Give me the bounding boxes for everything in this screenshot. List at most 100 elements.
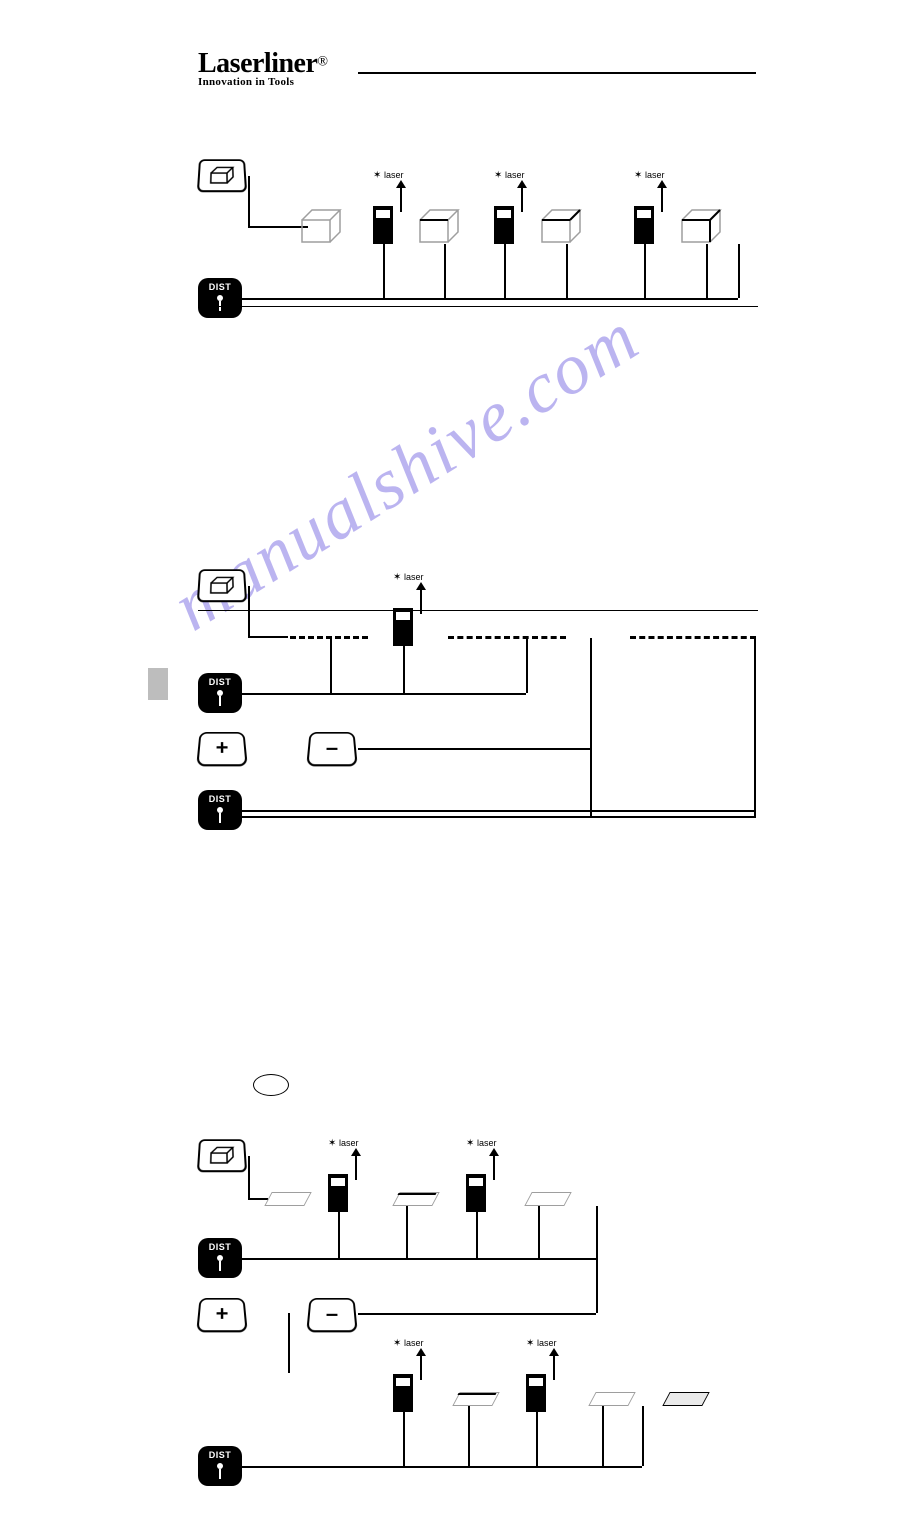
area-edge-dark <box>457 1393 496 1395</box>
minus-key[interactable]: – <box>306 1298 358 1332</box>
device-icon <box>393 1374 413 1412</box>
connector <box>248 586 250 636</box>
laser-star-icon: ✶ <box>494 170 502 181</box>
device-icon <box>466 1174 486 1212</box>
laser-label: laser <box>404 1338 424 1348</box>
laser-star-icon: ✶ <box>393 572 401 583</box>
connector <box>644 244 646 298</box>
dist-key[interactable]: DIST <box>198 673 242 713</box>
device-icon <box>526 1374 546 1412</box>
plus-key[interactable]: + <box>196 1298 248 1332</box>
connector <box>248 1156 250 1198</box>
plus-key[interactable]: + <box>196 732 248 766</box>
laser-star-icon: ✶ <box>393 1338 401 1349</box>
connector <box>590 638 592 818</box>
connector <box>330 638 332 693</box>
cube-mode-key[interactable] <box>197 159 247 192</box>
connector <box>706 244 708 298</box>
laser-label: laser <box>505 170 525 180</box>
flow-rail <box>242 1466 642 1468</box>
section-add-subtract-volume: ✶ laser DIST + – DIST <box>198 568 758 838</box>
brand-block: Laserliner® Innovation in Tools <box>198 48 758 88</box>
area-outline-dark <box>662 1392 709 1406</box>
laser-label: laser <box>645 170 665 180</box>
device-icon <box>494 206 514 244</box>
section-volume-sequence: ✶ laser ✶ laser ✶ laser DIST <box>198 158 758 348</box>
laser-label: laser <box>477 1138 497 1148</box>
cube-icon <box>209 1146 236 1165</box>
laser-label: laser <box>339 1138 359 1148</box>
cube-icon <box>209 576 236 595</box>
connector <box>754 638 756 818</box>
connector <box>602 1406 604 1466</box>
connector <box>476 1212 478 1258</box>
section-area-sequence: ✶ laser ✶ laser DIST + – ✶ laser ✶ laser <box>198 1138 758 1538</box>
flow-rail <box>242 298 738 300</box>
dist-key[interactable]: DIST <box>198 1238 242 1278</box>
connector <box>444 244 446 298</box>
laser-arrow-icon <box>396 180 406 212</box>
connector <box>526 638 528 693</box>
laser-arrow-icon <box>416 1348 426 1380</box>
connector <box>468 1406 470 1466</box>
laser-arrow-icon <box>489 1148 499 1180</box>
area-outline <box>264 1192 311 1206</box>
device-icon <box>393 608 413 646</box>
device-icon <box>373 206 393 244</box>
cube-outline <box>538 206 588 246</box>
connector <box>642 1406 644 1466</box>
flow-rail <box>242 1258 598 1260</box>
device-icon <box>634 206 654 244</box>
flow-rail <box>242 810 756 812</box>
brand-tagline: Innovation in Tools <box>198 76 758 88</box>
connector <box>248 176 250 226</box>
flow-rail-double <box>242 816 756 818</box>
section-divider <box>198 306 758 307</box>
dist-key-dot-icon <box>217 295 223 301</box>
laser-label: laser <box>537 1338 557 1348</box>
dashed-segment <box>630 636 756 639</box>
laser-arrow-icon <box>657 180 667 212</box>
cube-mode-key[interactable] <box>197 569 247 602</box>
connector <box>403 1412 405 1466</box>
area-outline <box>524 1192 571 1206</box>
flow-rail <box>358 748 590 750</box>
section-divider <box>198 610 758 611</box>
laser-star-icon: ✶ <box>634 170 642 181</box>
dist-key-dot-icon <box>217 690 223 696</box>
connector <box>338 1212 340 1258</box>
connector <box>288 1313 290 1373</box>
connector <box>403 646 405 693</box>
connector <box>406 1206 408 1258</box>
laser-arrow-icon <box>351 1148 361 1180</box>
connector <box>383 244 385 298</box>
page-number-oval <box>253 1074 289 1096</box>
dist-key[interactable]: DIST <box>198 790 242 830</box>
minus-key-label: – <box>309 1300 356 1331</box>
connector <box>248 1198 268 1200</box>
device-icon <box>328 1174 348 1212</box>
connector <box>566 244 568 298</box>
connector <box>504 244 506 298</box>
cube-outline <box>678 206 728 246</box>
brand-registered: ® <box>317 55 328 70</box>
connector <box>248 636 288 638</box>
connector <box>536 1412 538 1466</box>
dist-key[interactable]: DIST <box>198 278 242 318</box>
laser-star-icon: ✶ <box>373 170 381 181</box>
connector <box>538 1206 540 1258</box>
header-rule <box>358 72 756 74</box>
dashed-segment <box>290 636 368 639</box>
laser-arrow-icon <box>549 1348 559 1380</box>
laser-star-icon: ✶ <box>466 1138 474 1149</box>
page-tab-marker <box>148 668 168 700</box>
area-outline <box>588 1392 635 1406</box>
dist-key[interactable]: DIST <box>198 1446 242 1486</box>
cube-mode-key[interactable] <box>197 1139 247 1172</box>
brand-name: Laserliner <box>198 48 317 79</box>
dashed-segment <box>448 636 566 639</box>
minus-key[interactable]: – <box>306 732 358 766</box>
page-content: Laserliner® Innovation in Tools ✶ laser … <box>198 48 758 948</box>
connector <box>738 244 740 298</box>
dist-key-dot-icon <box>217 1255 223 1261</box>
